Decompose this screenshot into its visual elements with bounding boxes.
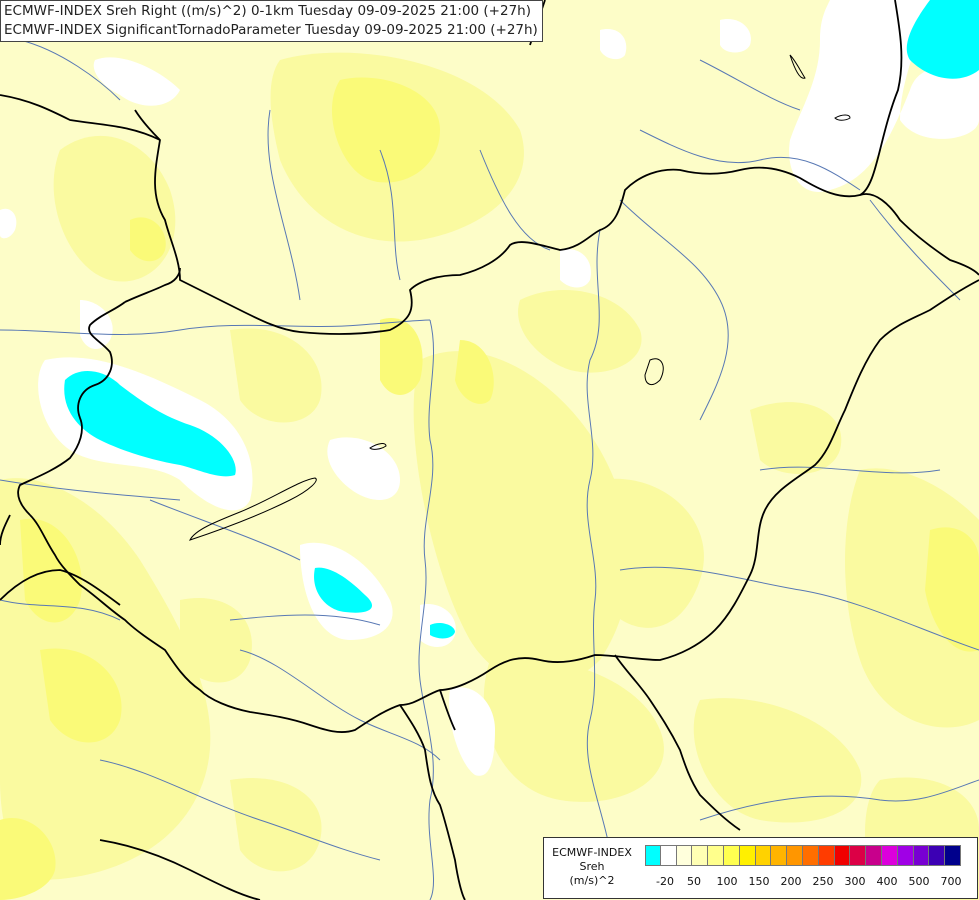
legend-swatch: [723, 845, 740, 866]
legend-ticks: -20 50 100 150 200 250 300 400 500 700: [645, 875, 965, 889]
legend: ECMWF-INDEX Sreh (m/s)^2 -20 50 100 150 200 2…: [543, 837, 978, 899]
legend-swatch: [881, 845, 898, 866]
legend-tick-label: -20: [656, 875, 674, 888]
legend-swatch: [945, 845, 961, 866]
legend-swatch: [787, 845, 803, 866]
legend-tick-label: 500: [908, 875, 930, 888]
map-title-line-2: ECMWF-INDEX SignificantTornadoParameter …: [4, 22, 538, 38]
legend-swatch: [739, 845, 756, 866]
legend-swatch: [645, 845, 661, 866]
legend-label-param: Sreh: [579, 860, 605, 873]
legend-swatch: [676, 845, 693, 866]
map-title-box: ECMWF-INDEX Sreh Right ((m/s)^2) 0-1km T…: [0, 0, 543, 42]
legend-swatch: [708, 845, 724, 866]
legend-swatch: [771, 845, 788, 866]
legend-swatch: [834, 845, 851, 866]
lakes: [189, 54, 851, 541]
rivers: [0, 39, 979, 900]
legend-label: ECMWF-INDEX Sreh (m/s)^2: [548, 846, 636, 888]
legend-swatch: [660, 845, 677, 866]
legend-label-source: ECMWF-INDEX: [552, 846, 632, 859]
legend-swatch: [755, 845, 772, 866]
legend-tick-label: 250: [812, 875, 834, 888]
legend-swatch: [929, 845, 946, 866]
legend-swatch: [850, 845, 867, 866]
legend-tick-label: 700: [940, 875, 962, 888]
sreh-field-cyan: [64, 0, 979, 639]
legend-tick-label: 50: [687, 875, 701, 888]
sreh-field-mid: [0, 77, 979, 900]
legend-swatch: [913, 845, 930, 866]
legend-tick-label: 200: [780, 875, 802, 888]
legend-tick-label: 400: [876, 875, 898, 888]
legend-tick-label: 150: [748, 875, 770, 888]
legend-swatch: [897, 845, 914, 866]
legend-label-unit: (m/s)^2: [569, 874, 615, 887]
legend-swatch: [818, 845, 835, 866]
legend-color-scale: [645, 845, 961, 866]
legend-swatch: [802, 845, 819, 866]
map-title-line-1: ECMWF-INDEX Sreh Right ((m/s)^2) 0-1km T…: [4, 3, 531, 19]
legend-tick-label: 100: [716, 875, 738, 888]
legend-tick-label: 300: [844, 875, 866, 888]
legend-swatch: [866, 845, 882, 866]
legend-swatch: [692, 845, 709, 866]
